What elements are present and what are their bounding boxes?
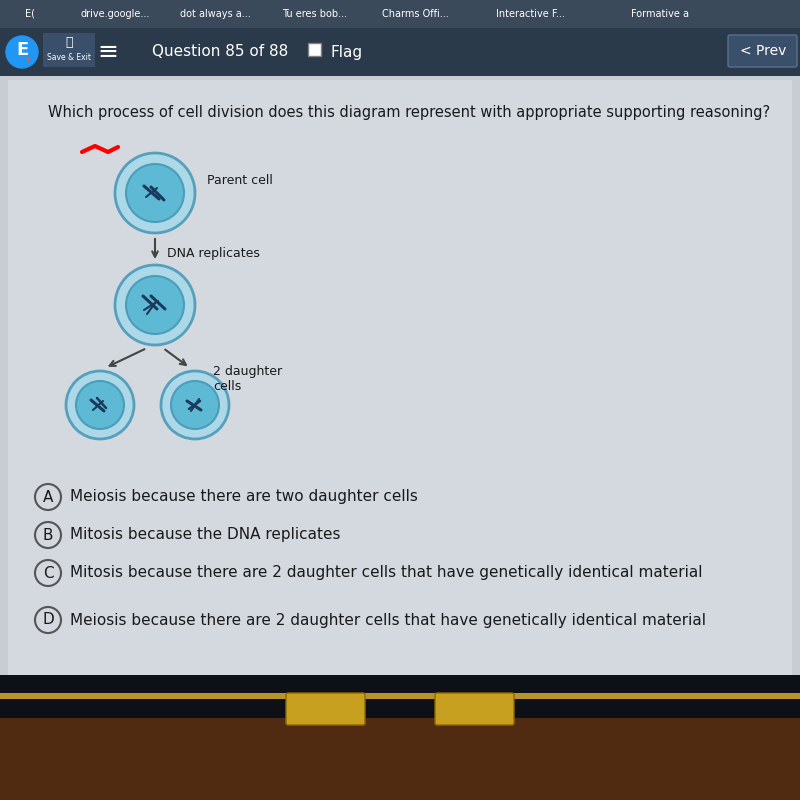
FancyBboxPatch shape (0, 28, 800, 76)
Text: Tu eres bob...: Tu eres bob... (282, 9, 347, 19)
Text: drive.google...: drive.google... (80, 9, 150, 19)
FancyBboxPatch shape (0, 0, 800, 28)
Text: Interactive F...: Interactive F... (495, 9, 565, 19)
Text: E(: E( (25, 9, 35, 19)
Circle shape (6, 36, 38, 68)
FancyBboxPatch shape (0, 718, 800, 800)
Text: E: E (16, 41, 28, 59)
FancyBboxPatch shape (8, 80, 792, 675)
FancyBboxPatch shape (43, 33, 95, 67)
FancyBboxPatch shape (0, 675, 800, 800)
Text: Parent cell: Parent cell (207, 174, 273, 187)
Text: A: A (43, 490, 53, 505)
FancyBboxPatch shape (0, 693, 800, 699)
FancyBboxPatch shape (435, 693, 514, 725)
Text: DNA replicates: DNA replicates (167, 247, 260, 261)
FancyBboxPatch shape (308, 43, 321, 56)
Text: dot always a...: dot always a... (180, 9, 250, 19)
Text: Meiosis because there are 2 daughter cells that have genetically identical mater: Meiosis because there are 2 daughter cel… (70, 613, 706, 627)
Text: B: B (42, 527, 54, 542)
Circle shape (115, 153, 195, 233)
Circle shape (126, 276, 184, 334)
Text: Save & Exit: Save & Exit (47, 53, 91, 62)
Circle shape (161, 371, 229, 439)
Text: Meiosis because there are two daughter cells: Meiosis because there are two daughter c… (70, 490, 418, 505)
Circle shape (126, 164, 184, 222)
Text: Mitosis because the DNA replicates: Mitosis because the DNA replicates (70, 527, 341, 542)
Text: C: C (42, 566, 54, 581)
Text: Mitosis because there are 2 daughter cells that have genetically identical mater: Mitosis because there are 2 daughter cel… (70, 566, 702, 581)
Text: Charms Offi...: Charms Offi... (382, 9, 448, 19)
Text: •: • (25, 55, 31, 65)
Text: 2 daughter
cells: 2 daughter cells (213, 365, 282, 393)
FancyBboxPatch shape (286, 693, 365, 725)
Circle shape (76, 381, 124, 429)
Text: Which process of cell division does this diagram represent with appropriate supp: Which process of cell division does this… (48, 105, 770, 119)
Text: Question 85 of 88: Question 85 of 88 (152, 45, 288, 59)
Text: Flag: Flag (330, 45, 362, 59)
Circle shape (66, 371, 134, 439)
Text: 💾: 💾 (66, 37, 73, 50)
Text: ≡: ≡ (98, 40, 118, 64)
Text: Formative a: Formative a (631, 9, 689, 19)
Text: < Prev: < Prev (740, 44, 786, 58)
FancyBboxPatch shape (728, 35, 797, 67)
Text: D: D (42, 613, 54, 627)
Circle shape (171, 381, 219, 429)
Circle shape (115, 265, 195, 345)
